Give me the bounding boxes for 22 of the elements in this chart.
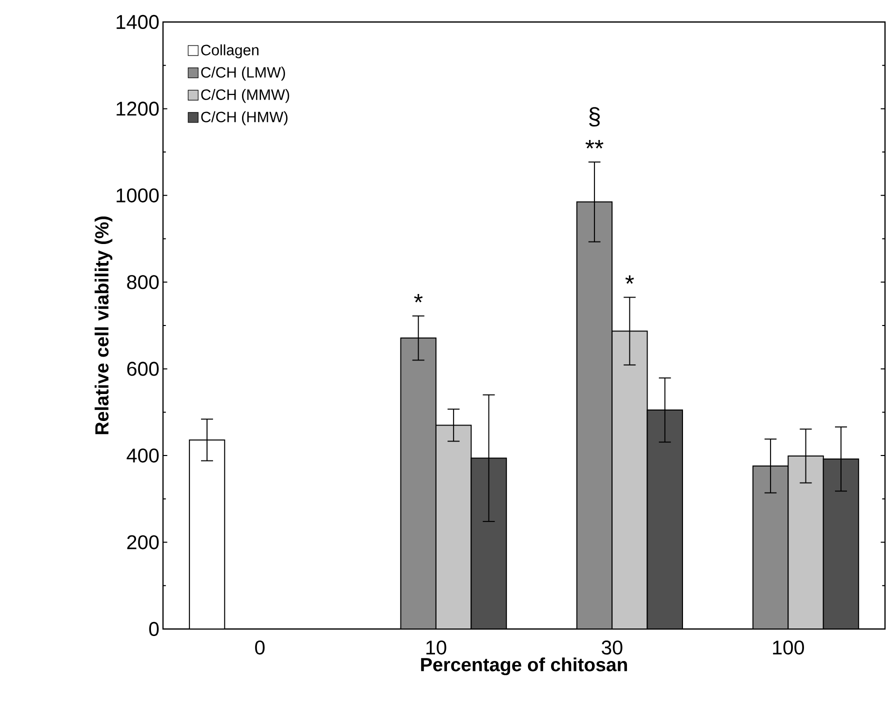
y-tick-label: 200 — [127, 535, 159, 550]
y-tick-label: 1200 — [116, 102, 159, 116]
annotation: § — [589, 107, 600, 126]
x-tick-label: 30 — [602, 640, 622, 655]
y-tick-label: 1400 — [116, 14, 159, 30]
legend-label: Collagen — [201, 44, 258, 58]
legend-label: C/CH (LMW) — [201, 66, 285, 81]
legend-label: C/CH (MMW) — [201, 88, 290, 103]
legend-label: C/CH (HMW) — [201, 111, 288, 126]
y-tick-label: 400 — [126, 448, 159, 463]
y-axis-title: Relative cell viability (%) — [94, 216, 112, 434]
x-tick-label: 0 — [255, 640, 265, 655]
y-tick-label: 800 — [127, 275, 159, 290]
x-axis-title: Percentage of chitosan — [421, 657, 627, 676]
annotation: * — [625, 275, 634, 284]
y-tick-label: 0 — [149, 622, 159, 636]
annotation: * — [414, 294, 423, 302]
y-tick-label: 1000 — [116, 188, 159, 202]
x-tick-label: 10 — [426, 640, 446, 655]
y-tick-label: 600 — [127, 362, 159, 376]
x-tick-label: 100 — [773, 640, 804, 655]
annotation: ** — [586, 140, 604, 148]
